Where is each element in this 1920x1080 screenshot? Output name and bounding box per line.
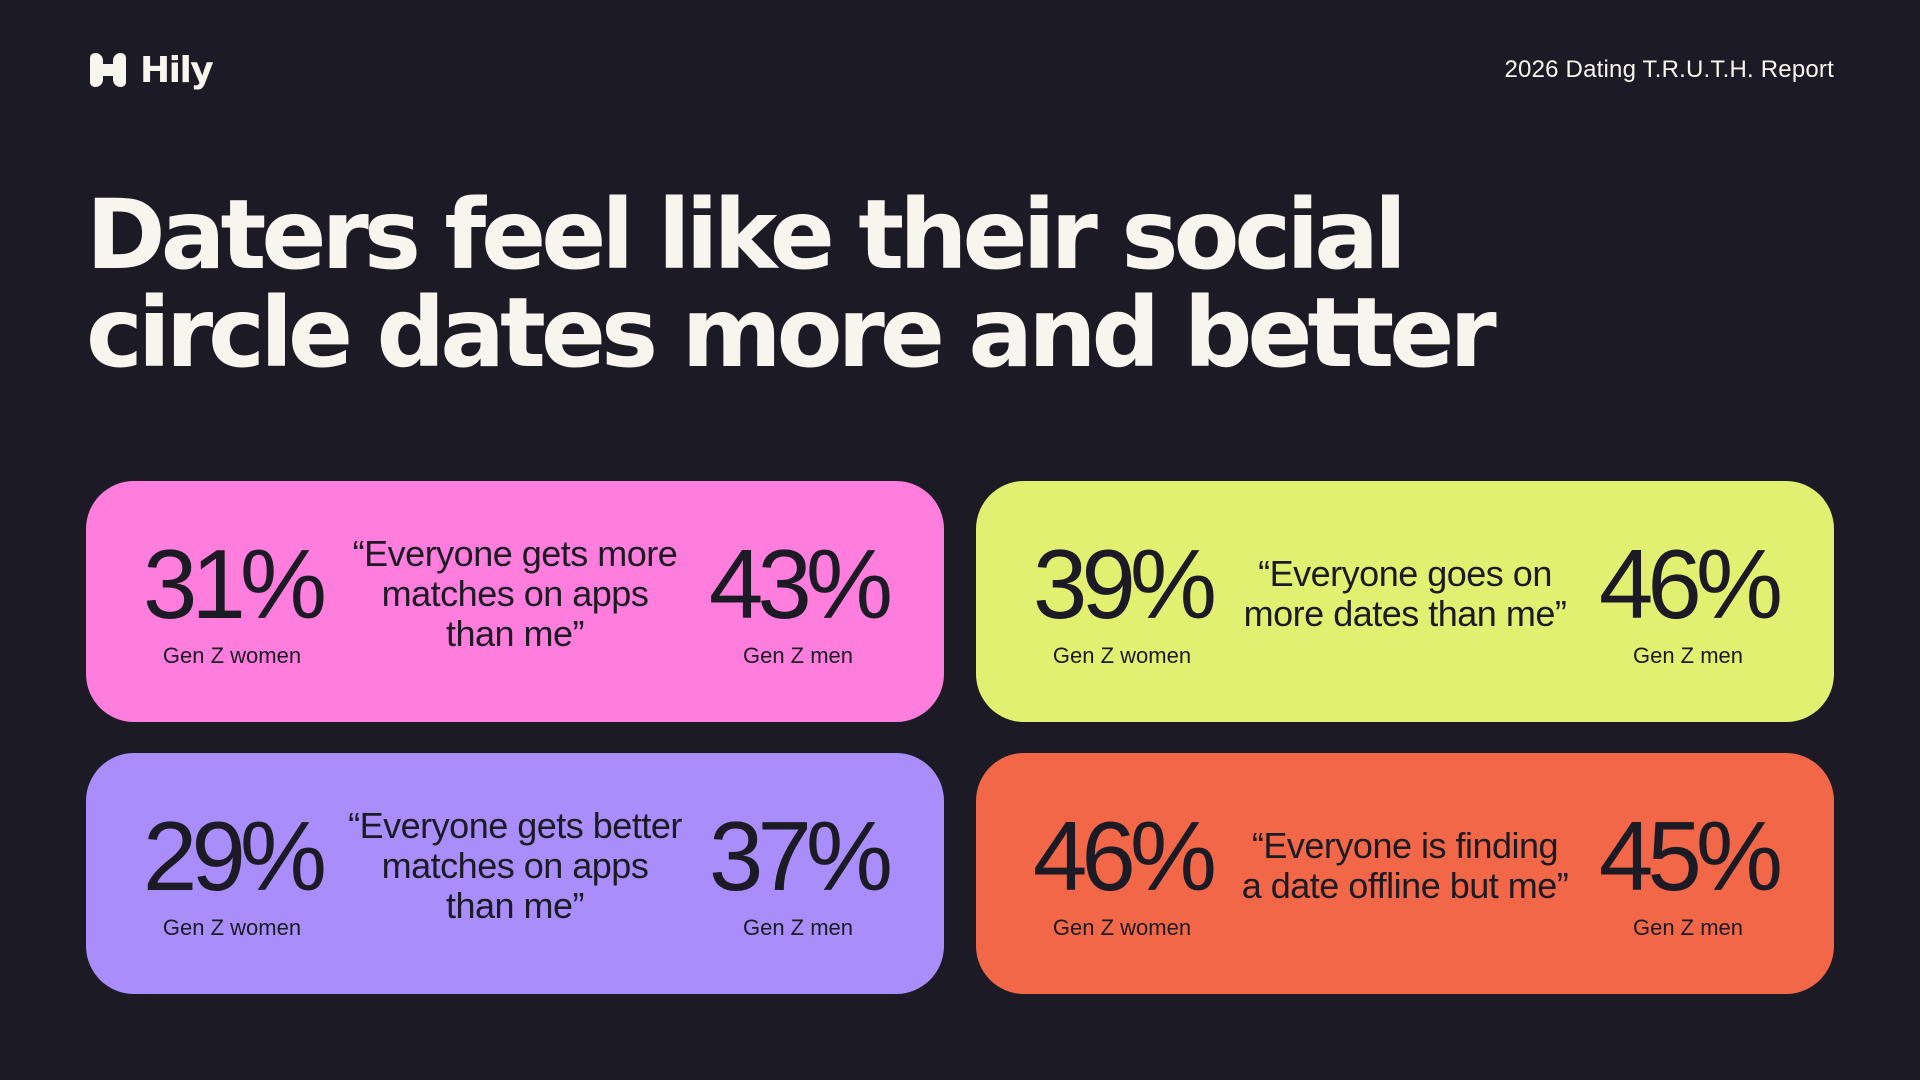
left-stat: 46% Gen Z women xyxy=(1012,807,1232,941)
women-label: Gen Z women xyxy=(162,642,302,668)
men-percentage: 37% xyxy=(708,800,893,911)
men-label: Gen Z men xyxy=(742,914,854,940)
women-percentage: 29% xyxy=(142,800,327,911)
stat-card-date-offline: 46% Gen Z women “Everyone is finding a d… xyxy=(976,753,1834,994)
card-quote: “Everyone gets better matches on apps th… xyxy=(348,804,682,926)
women-label: Gen Z women xyxy=(1052,642,1192,668)
men-percentage: 46% xyxy=(1598,528,1783,639)
report-label: 2026 Dating T.R.U.T.H. Report xyxy=(1504,56,1834,83)
page-title: Daters feel like their social circle dat… xyxy=(86,179,1497,389)
right-stat: 45% Gen Z men xyxy=(1578,807,1798,941)
men-label: Gen Z men xyxy=(1632,642,1744,668)
hily-logo-icon xyxy=(90,52,126,88)
men-percentage: 45% xyxy=(1598,800,1783,911)
left-stat: 39% Gen Z women xyxy=(1012,535,1232,669)
men-label: Gen Z men xyxy=(1632,914,1744,940)
men-percentage: 43% xyxy=(708,528,893,639)
card-quote: “Everyone gets more matches on apps than… xyxy=(352,532,678,654)
brand-logo[interactable]: Hily xyxy=(86,48,214,92)
women-percentage: 31% xyxy=(142,528,327,639)
card-quote: “Everyone goes on more dates than me” xyxy=(1243,552,1567,634)
women-percentage: 46% xyxy=(1032,800,1217,911)
right-stat: 43% Gen Z men xyxy=(688,535,908,669)
right-stat: 37% Gen Z men xyxy=(688,807,908,941)
stat-card-more-dates: 39% Gen Z women “Everyone goes on more d… xyxy=(976,481,1834,722)
stat-card-better-matches: 29% Gen Z women “Everyone gets better ma… xyxy=(86,753,944,994)
stat-cards: 31% Gen Z women “Everyone gets more matc… xyxy=(86,481,1834,994)
right-stat: 46% Gen Z men xyxy=(1578,535,1798,669)
women-label: Gen Z women xyxy=(162,914,302,940)
women-percentage: 39% xyxy=(1032,528,1217,639)
left-stat: 31% Gen Z women xyxy=(122,535,342,669)
card-quote: “Everyone is finding a date offline but … xyxy=(1241,824,1569,906)
left-stat: 29% Gen Z women xyxy=(122,807,342,941)
men-label: Gen Z men xyxy=(742,642,854,668)
women-label: Gen Z women xyxy=(1052,914,1192,940)
stat-card-more-matches: 31% Gen Z women “Everyone gets more matc… xyxy=(86,481,944,722)
brand-name: Hily xyxy=(140,49,214,91)
